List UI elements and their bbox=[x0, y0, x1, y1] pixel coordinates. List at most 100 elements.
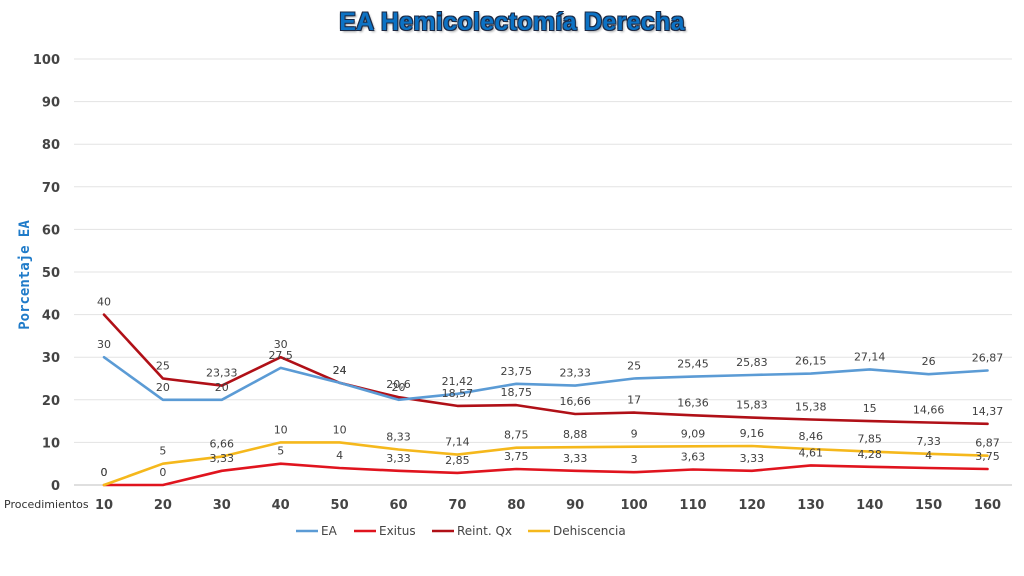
x-tick-label: 80 bbox=[507, 498, 525, 513]
x-tick-label: 70 bbox=[448, 498, 466, 513]
data-label: 14,66 bbox=[913, 404, 945, 417]
data-label: 24 bbox=[333, 364, 347, 377]
y-tick-label: 80 bbox=[42, 138, 60, 153]
data-label: 4 bbox=[336, 449, 343, 462]
x-tick-label: 20 bbox=[154, 498, 172, 513]
x-tick-label: 100 bbox=[621, 498, 648, 513]
y-tick-label: 0 bbox=[51, 479, 60, 494]
data-label: 25 bbox=[156, 360, 170, 373]
data-label: 30 bbox=[274, 338, 288, 351]
data-label: 23,33 bbox=[559, 367, 591, 380]
data-label: 5 bbox=[159, 445, 166, 458]
data-label: 6,87 bbox=[975, 437, 1000, 450]
data-label: 15,38 bbox=[795, 400, 827, 413]
data-label: 25,83 bbox=[736, 356, 768, 369]
y-tick-label: 40 bbox=[42, 309, 60, 324]
data-label: 10 bbox=[333, 423, 347, 436]
data-label: 3,33 bbox=[563, 452, 588, 465]
data-label: 16,66 bbox=[559, 395, 591, 408]
data-label: 20 bbox=[215, 381, 229, 394]
data-label: 7,14 bbox=[445, 436, 470, 449]
data-label: 25 bbox=[627, 360, 641, 373]
data-label: 21,42 bbox=[442, 375, 474, 388]
x-axis-title: Procedimientos bbox=[4, 498, 89, 511]
data-label: 3,63 bbox=[681, 451, 706, 464]
y-tick-label: 70 bbox=[42, 181, 60, 196]
series-line-dehiscencia bbox=[102, 441, 989, 487]
data-label: 24 bbox=[333, 364, 347, 377]
y-tick-label: 50 bbox=[42, 266, 60, 281]
y-tick-label: 90 bbox=[42, 96, 60, 111]
data-label: 30 bbox=[97, 338, 111, 351]
x-tick-label: 60 bbox=[389, 498, 407, 513]
x-tick-label: 120 bbox=[738, 498, 765, 513]
data-label: 26 bbox=[922, 355, 936, 368]
data-label: 7,33 bbox=[916, 435, 941, 448]
data-label: 8,33 bbox=[386, 431, 411, 444]
data-label: 3,33 bbox=[210, 452, 235, 465]
legend: EA Exitus Reint. Qx Dehiscencia bbox=[296, 524, 626, 538]
x-tick-label: 140 bbox=[856, 498, 883, 513]
data-label: 0 bbox=[101, 466, 108, 479]
y-axis-ticks: 0 10 20 30 40 50 60 70 80 90 100 bbox=[33, 53, 60, 494]
grid-lines bbox=[74, 58, 1012, 486]
x-tick-label: 90 bbox=[566, 498, 584, 513]
data-label: 16,36 bbox=[677, 396, 709, 409]
data-label: 20 bbox=[392, 381, 406, 394]
y-tick-label: 10 bbox=[42, 436, 60, 451]
data-label: 9,16 bbox=[740, 427, 765, 440]
data-label: 10 bbox=[274, 423, 288, 436]
data-label: 0 bbox=[159, 466, 166, 479]
data-label: 3,33 bbox=[386, 452, 411, 465]
x-tick-label: 150 bbox=[915, 498, 942, 513]
y-tick-label: 20 bbox=[42, 394, 60, 409]
y-tick-label: 60 bbox=[42, 223, 60, 238]
legend-label: Dehiscencia bbox=[553, 524, 626, 538]
legend-label: Exitus bbox=[379, 524, 416, 538]
data-label: 17 bbox=[627, 394, 641, 407]
data-label: 8,75 bbox=[504, 429, 529, 442]
data-label: 18,57 bbox=[442, 387, 474, 400]
chart-title: EA Hemicolectomía Derecha bbox=[339, 8, 685, 36]
y-tick-label: 100 bbox=[33, 53, 60, 68]
data-label: 27,14 bbox=[854, 350, 886, 363]
data-label: 7,85 bbox=[857, 433, 882, 446]
data-label: 14,37 bbox=[972, 405, 1004, 418]
series-lines bbox=[102, 313, 989, 487]
data-label: 9,09 bbox=[681, 427, 706, 440]
legend-label: Reint. Qx bbox=[457, 524, 512, 538]
x-tick-label: 40 bbox=[272, 498, 290, 513]
data-label: 4,28 bbox=[857, 448, 882, 461]
data-label: 23,33 bbox=[206, 367, 238, 380]
series-line-reint-qx bbox=[102, 313, 989, 426]
series-line-ea bbox=[102, 355, 989, 402]
x-tick-label: 130 bbox=[797, 498, 824, 513]
data-label: 27,5 bbox=[268, 349, 293, 362]
data-label: 20,6 bbox=[386, 378, 411, 391]
data-label: 18,75 bbox=[501, 386, 533, 399]
series-line-exitus bbox=[102, 462, 989, 487]
data-label: 40 bbox=[97, 296, 111, 309]
data-label: 2,85 bbox=[445, 454, 470, 467]
legend-label: EA bbox=[321, 524, 338, 538]
data-label: 9 bbox=[631, 428, 638, 441]
data-label: 4 bbox=[925, 449, 932, 462]
data-label: 3 bbox=[631, 453, 638, 466]
x-tick-label: 110 bbox=[679, 498, 706, 513]
data-label: 25,45 bbox=[677, 358, 709, 371]
data-label: 26,87 bbox=[972, 352, 1004, 365]
data-label: 3,75 bbox=[975, 450, 1000, 463]
x-axis-ticks: 10 20 30 40 50 60 70 80 90 100 110 120 130 140 150 160 bbox=[95, 498, 1001, 513]
x-tick-label: 10 bbox=[95, 498, 113, 513]
data-label: 8,46 bbox=[799, 430, 824, 443]
data-label: 23,75 bbox=[501, 365, 533, 378]
y-tick-label: 30 bbox=[42, 351, 60, 366]
data-label: 3,33 bbox=[740, 452, 765, 465]
data-label: 8,88 bbox=[563, 428, 588, 441]
x-tick-label: 30 bbox=[213, 498, 231, 513]
data-label: 6,66 bbox=[210, 438, 235, 451]
x-tick-label: 160 bbox=[974, 498, 1001, 513]
x-tick-label: 50 bbox=[331, 498, 349, 513]
